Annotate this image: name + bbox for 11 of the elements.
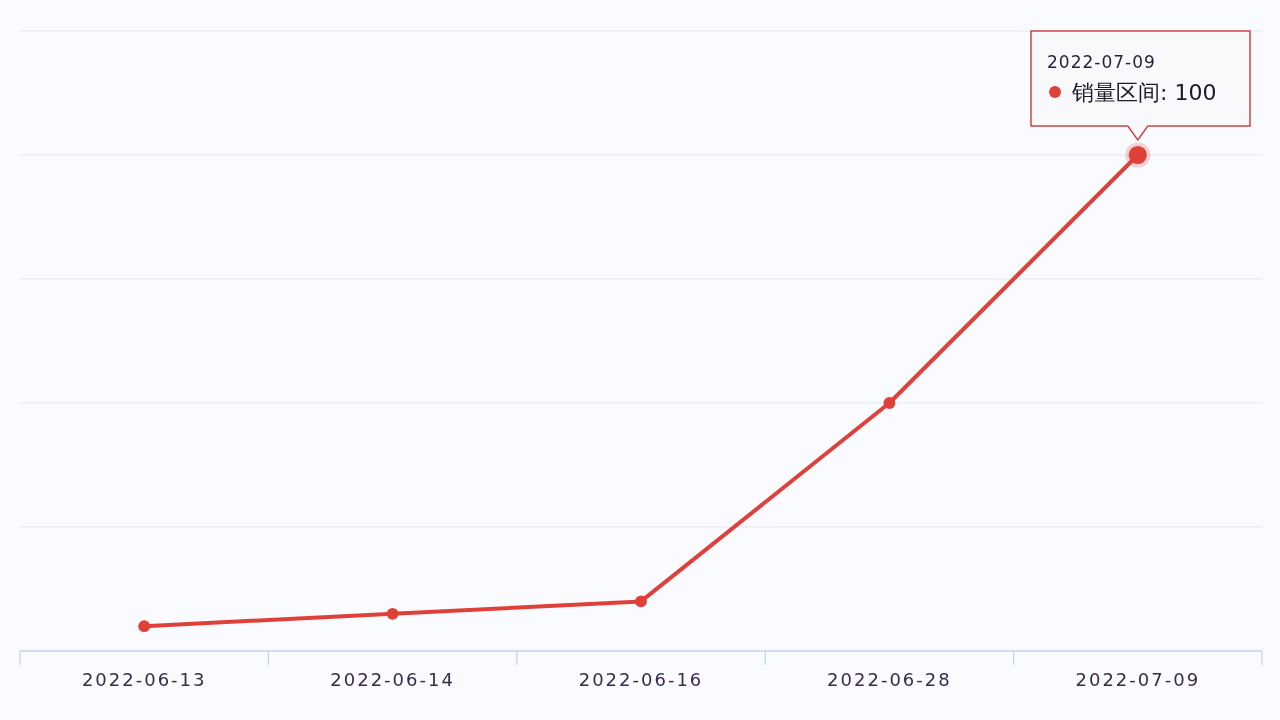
text: 销量区间: 100: [1071, 79, 1217, 105]
x-tick-label: 2022-06-14: [330, 669, 455, 691]
point: [883, 397, 896, 409]
point: [635, 595, 647, 608]
x-tick-label: 2022-06-13: [81, 669, 207, 691]
x-tick-label: 2022-06-16: [578, 669, 704, 691]
point: [386, 607, 399, 620]
x-tick-label: 2022-06-28: [827, 669, 952, 691]
point: [138, 620, 151, 633]
text: 2022-07-09: [1047, 51, 1156, 72]
x-tick-label: 2022-07-09: [1075, 669, 1201, 691]
